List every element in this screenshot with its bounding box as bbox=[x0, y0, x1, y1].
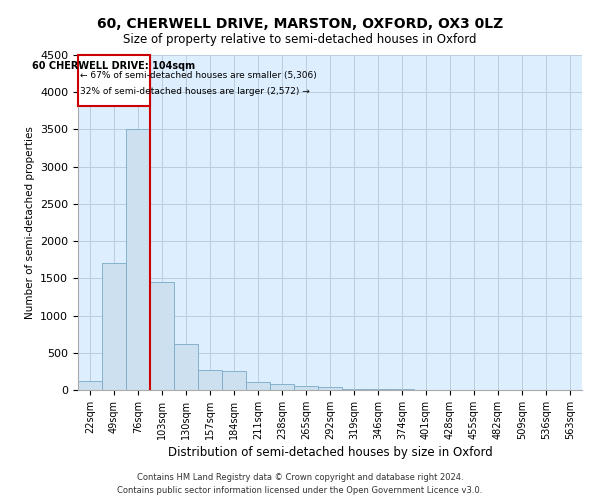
Y-axis label: Number of semi-detached properties: Number of semi-detached properties bbox=[25, 126, 35, 319]
Bar bbox=[78, 381, 102, 390]
X-axis label: Distribution of semi-detached houses by size in Oxford: Distribution of semi-detached houses by … bbox=[167, 446, 493, 459]
Bar bbox=[126, 130, 150, 390]
Text: Contains public sector information licensed under the Open Government Licence v3: Contains public sector information licen… bbox=[118, 486, 482, 495]
Bar bbox=[174, 344, 198, 390]
Bar bbox=[366, 389, 390, 390]
Bar bbox=[198, 370, 222, 390]
Text: 32% of semi-detached houses are larger (2,572) →: 32% of semi-detached houses are larger (… bbox=[80, 87, 310, 96]
Bar bbox=[342, 388, 366, 390]
Text: Size of property relative to semi-detached houses in Oxford: Size of property relative to semi-detach… bbox=[123, 32, 477, 46]
Bar bbox=[246, 382, 270, 390]
Text: 60 CHERWELL DRIVE: 104sqm: 60 CHERWELL DRIVE: 104sqm bbox=[32, 61, 196, 71]
Text: ← 67% of semi-detached houses are smaller (5,306): ← 67% of semi-detached houses are smalle… bbox=[80, 72, 317, 80]
Bar bbox=[150, 282, 174, 390]
Bar bbox=[270, 384, 294, 390]
Bar bbox=[102, 264, 126, 390]
Text: Contains HM Land Registry data © Crown copyright and database right 2024.: Contains HM Land Registry data © Crown c… bbox=[137, 472, 463, 482]
Text: 60, CHERWELL DRIVE, MARSTON, OXFORD, OX3 0LZ: 60, CHERWELL DRIVE, MARSTON, OXFORD, OX3… bbox=[97, 18, 503, 32]
Bar bbox=[294, 386, 318, 390]
Bar bbox=[78, 55, 150, 106]
Bar bbox=[318, 387, 342, 390]
Bar bbox=[222, 370, 246, 390]
